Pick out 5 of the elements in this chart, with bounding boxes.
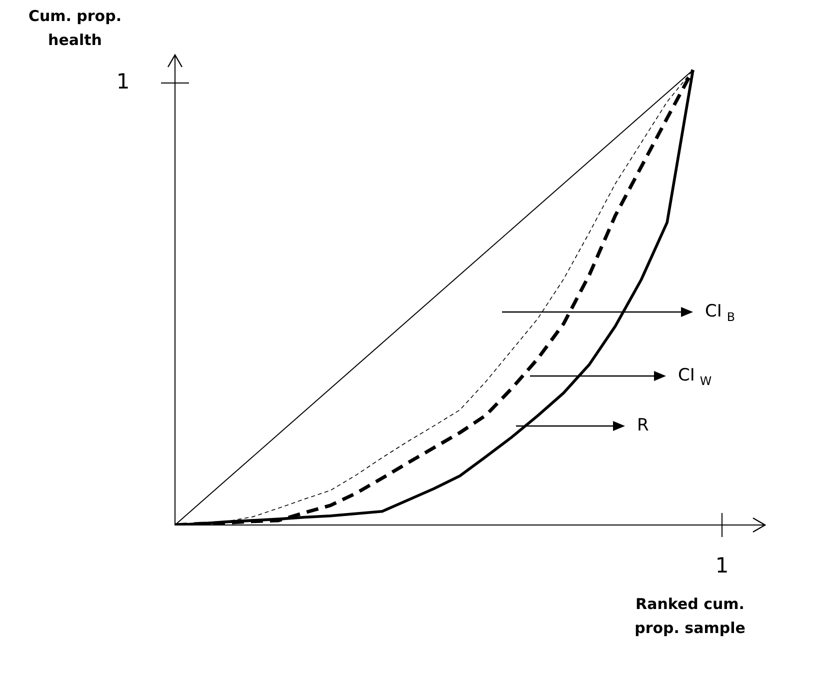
y-axis-title: Cum. prop. health bbox=[27, 6, 123, 51]
text: 1 bbox=[715, 553, 729, 578]
annotation: R bbox=[637, 415, 649, 436]
x-axis-title: Ranked cum. prop. sample bbox=[634, 594, 746, 639]
text: 1 bbox=[116, 69, 130, 94]
